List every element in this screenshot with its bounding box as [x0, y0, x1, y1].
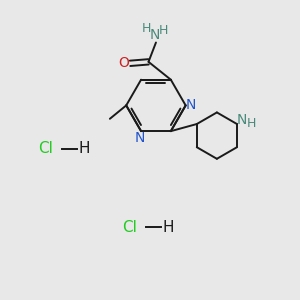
Text: H: H [142, 22, 151, 35]
Text: O: O [119, 56, 130, 70]
Text: Cl: Cl [38, 141, 53, 156]
Text: H: H [158, 23, 168, 37]
Text: N: N [134, 131, 145, 145]
Text: H: H [247, 117, 256, 130]
Text: H: H [78, 141, 90, 156]
Text: H: H [162, 220, 174, 235]
Text: N: N [237, 113, 247, 128]
Text: N: N [149, 28, 160, 42]
Text: N: N [186, 98, 196, 112]
Text: Cl: Cl [122, 220, 136, 235]
